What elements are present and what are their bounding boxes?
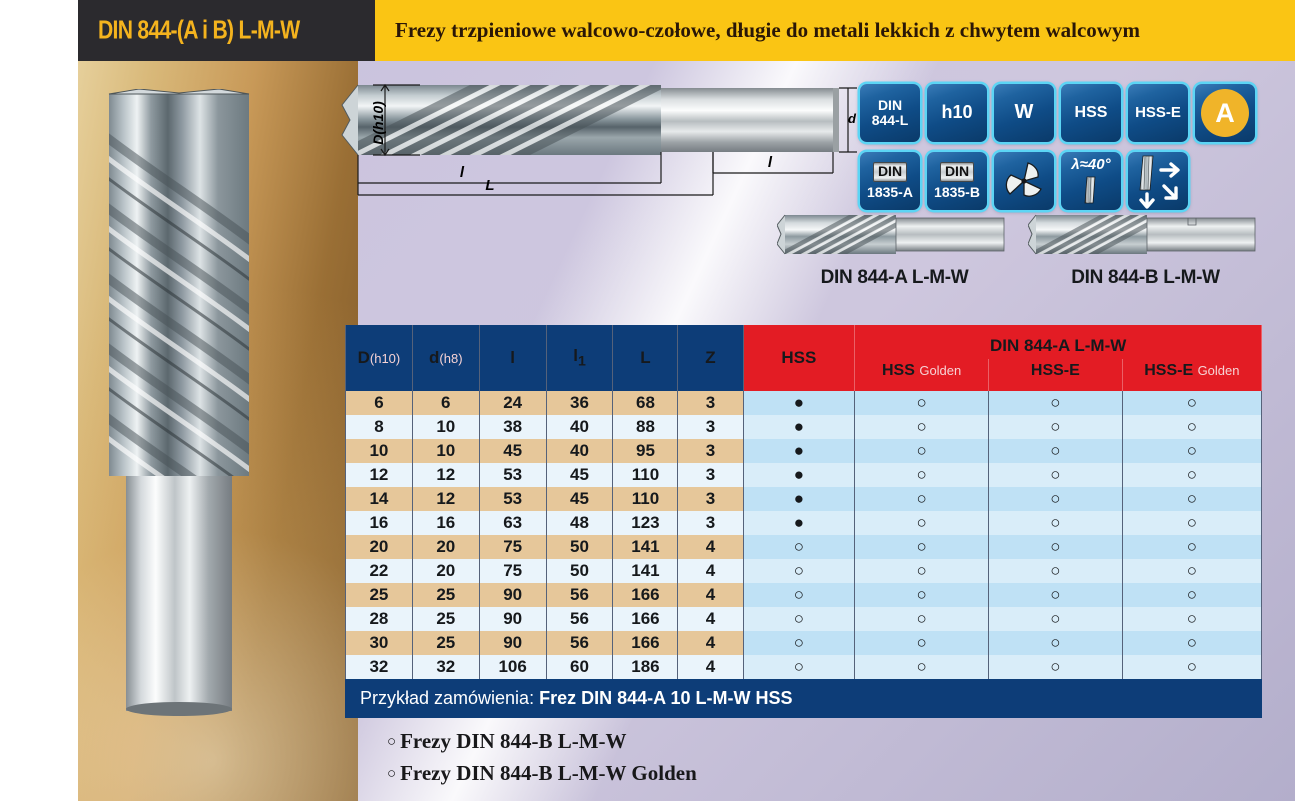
svg-text:A: A [1215, 98, 1235, 128]
svg-text:D(h10): D(h10) [370, 101, 386, 145]
svg-text:L: L [485, 177, 494, 194]
svg-text:l: l [768, 154, 773, 171]
svg-text:l: l [460, 164, 465, 181]
svg-text:d: d [848, 111, 857, 126]
